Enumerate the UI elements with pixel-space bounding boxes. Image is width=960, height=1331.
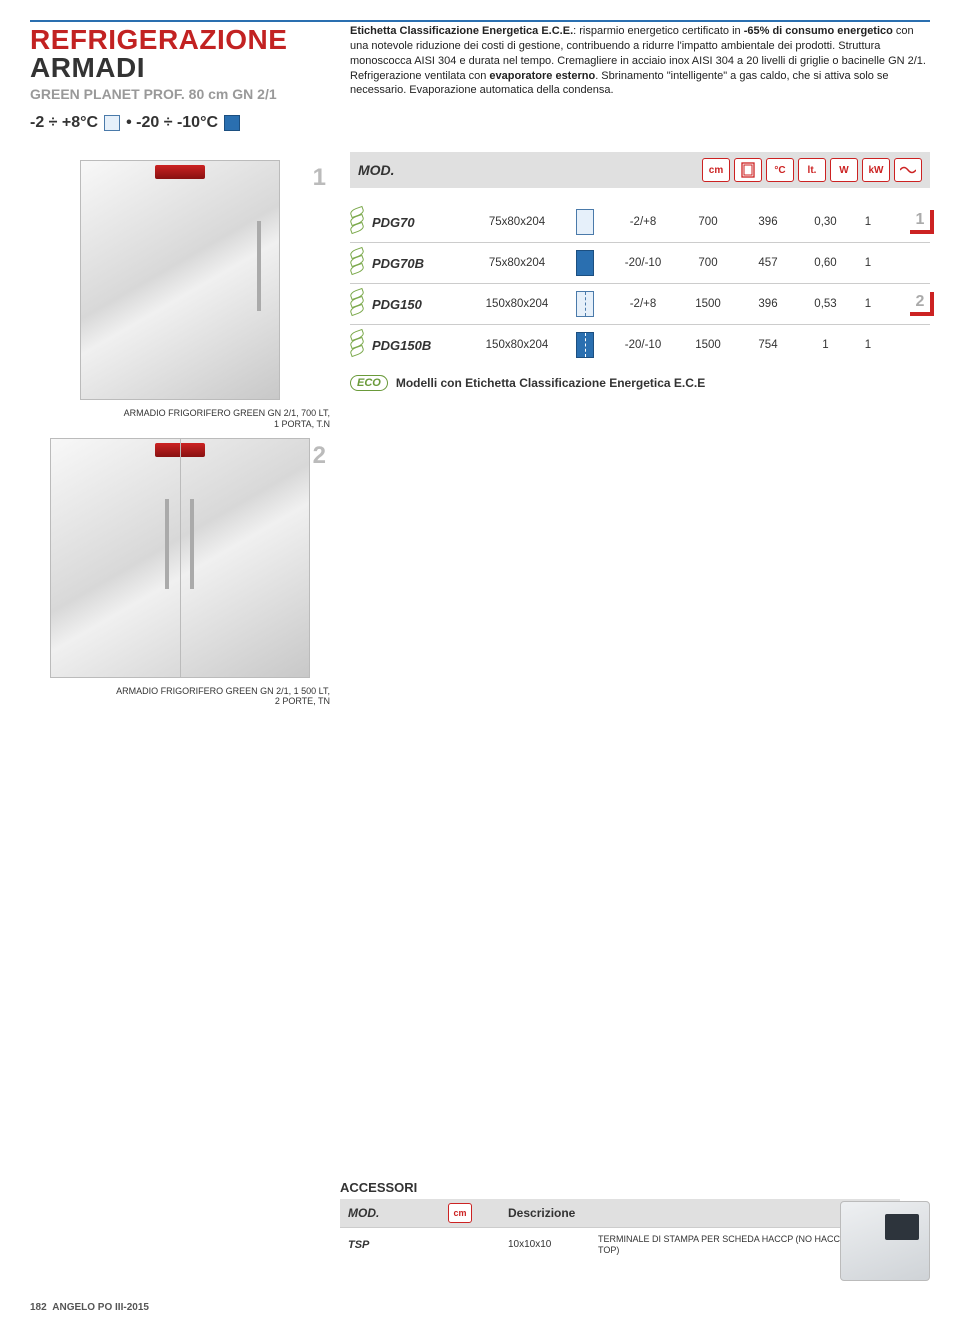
cell-pow: 754: [738, 339, 798, 351]
cell-kw: 0,30: [798, 216, 853, 228]
capacity-icon: lt.: [798, 158, 826, 182]
dim-icon: cm: [448, 1203, 472, 1223]
cell-temp: -2/+8: [608, 216, 678, 228]
cell-pow: 457: [738, 257, 798, 269]
cell-kw: 0,60: [798, 257, 853, 269]
caption-1-l2: 1 PORTA, T.N: [274, 419, 330, 429]
page-footer: 182 ANGELO PO III-2015: [30, 1302, 149, 1313]
table-row: PDG70B 75x80x204 -20/-10 700 457 0,60 1: [350, 242, 930, 283]
cell-kw: 0,53: [798, 298, 853, 310]
desc-bold2: -65% di consumo energetico: [744, 25, 893, 37]
cell-dim: 150x80x204: [472, 339, 562, 351]
accessori-row: TSP 10x10x10 TERMINALE DI STAMPA PER SCH…: [340, 1227, 900, 1261]
eco-leaf-icon: [350, 208, 368, 236]
kw-icon: kW: [862, 158, 890, 182]
bt-swatch-icon: [224, 115, 240, 131]
eco-leaf-icon: [350, 249, 368, 277]
cell-n: 1: [853, 298, 883, 310]
eco-leaf-icon: [350, 290, 368, 318]
cell-cap: 700: [678, 257, 738, 269]
cell-cap: 1500: [678, 298, 738, 310]
temp-icon: °C: [766, 158, 794, 182]
row-badge: 1: [910, 210, 934, 234]
accessori-title: ACCESSORI: [340, 1180, 900, 1195]
description-text: Etichetta Classificazione Energetica E.C…: [350, 24, 930, 132]
eco-note: ECO Modelli con Etichetta Classificazion…: [350, 375, 930, 391]
cell-temp: -2/+8: [608, 298, 678, 310]
product-table: PDG70 75x80x204 -2/+8 700 396 0,30 1 1 P…: [350, 202, 930, 365]
cell-cap: 1500: [678, 339, 738, 351]
tn-swatch-icon: [104, 115, 120, 131]
acc-hdr-desc: Descrizione: [508, 1206, 852, 1220]
image-badge-1: 1: [313, 164, 326, 192]
power-icon: W: [830, 158, 858, 182]
cell-n: 1: [853, 257, 883, 269]
eco-badge-icon: ECO: [350, 375, 388, 391]
dim-icon: cm: [702, 158, 730, 182]
accessori-header: MOD. cm Descrizione: [340, 1199, 900, 1227]
table-row: PDG150 150x80x204 -2/+8 1500 396 0,53 1 …: [350, 283, 930, 324]
image-caption-1: ARMADIO FRIGORIFERO GREEN GN 2/1, 700 LT…: [30, 408, 330, 430]
cell-cap: 700: [678, 216, 738, 228]
row-badge: 2: [910, 292, 934, 316]
eco-leaf-icon: [350, 331, 368, 359]
eco-note-text: Modelli con Etichetta Classificazione En…: [396, 376, 705, 390]
desc-bold3: evaporatore esterno: [489, 70, 595, 82]
cell-model: PDG150B: [372, 338, 472, 353]
cell-dim: 150x80x204: [472, 298, 562, 310]
cell-model: PDG150: [372, 297, 472, 312]
acc-hdr-mod: MOD.: [348, 1206, 448, 1220]
door-icon: [734, 158, 762, 182]
caption-2-l2: 2 PORTE, TN: [275, 696, 330, 706]
image-badge-2: 2: [313, 442, 326, 470]
cell-dim: 75x80x204: [472, 257, 562, 269]
cell-n: 1: [853, 339, 883, 351]
cell-temp: -20/-10: [608, 339, 678, 351]
cell-swatch-icon: [576, 209, 594, 235]
cell-kw: 1: [798, 339, 853, 351]
footer-page: 182: [30, 1302, 47, 1313]
product-image-1: 1: [30, 160, 330, 400]
table-row: PDG150B 150x80x204 -20/-10 1500 754 1 1: [350, 324, 930, 365]
mod-label: MOD.: [358, 162, 395, 178]
accessory-image: [840, 1201, 930, 1281]
cell-pow: 396: [738, 298, 798, 310]
cell-pow: 396: [738, 216, 798, 228]
image-caption-2: ARMADIO FRIGORIFERO GREEN GN 2/1, 1 500 …: [30, 686, 330, 708]
temp-bt-label: • -20 ÷ -10°C: [126, 114, 218, 132]
footer-text: ANGELO PO III-2015: [52, 1302, 149, 1313]
accessori-section: ACCESSORI MOD. cm Descrizione TSP 10x10x…: [340, 1180, 900, 1261]
cell-temp: -20/-10: [608, 257, 678, 269]
cell-model: PDG70: [372, 215, 472, 230]
page-title-2: ARMADI: [30, 52, 330, 84]
desc-t1: : risparmio energetico certificato in: [573, 25, 744, 37]
cell-n: 1: [853, 216, 883, 228]
acc-cell-dim: 10x10x10: [508, 1239, 598, 1250]
caption-2-l1: ARMADIO FRIGORIFERO GREEN GN 2/1, 1 500 …: [116, 686, 330, 696]
table-header: MOD. cm °C lt. W kW: [350, 152, 930, 188]
acc-cell-model: TSP: [348, 1239, 448, 1251]
page-subtitle: GREEN PLANET PROF. 80 cm GN 2/1: [30, 86, 330, 102]
temp-tn-label: -2 ÷ +8°C: [30, 114, 98, 132]
table-row: PDG70 75x80x204 -2/+8 700 396 0,30 1 1: [350, 202, 930, 242]
desc-bold1: Etichetta Classificazione Energetica E.C…: [350, 25, 573, 37]
cell-dim: 75x80x204: [472, 216, 562, 228]
cell-model: PDG70B: [372, 256, 472, 271]
temp-legend: -2 ÷ +8°C • -20 ÷ -10°C: [30, 114, 330, 132]
caption-1-l1: ARMADIO FRIGORIFERO GREEN GN 2/1, 700 LT…: [124, 408, 330, 418]
cell-swatch-icon: [576, 291, 594, 317]
cell-swatch-icon: [576, 332, 594, 358]
phase-icon: [894, 158, 922, 182]
product-image-2: 2: [30, 438, 330, 678]
cell-swatch-icon: [576, 250, 594, 276]
acc-cell-desc: TERMINALE DI STAMPA PER SCHEDA HACCP (NO…: [598, 1234, 862, 1255]
